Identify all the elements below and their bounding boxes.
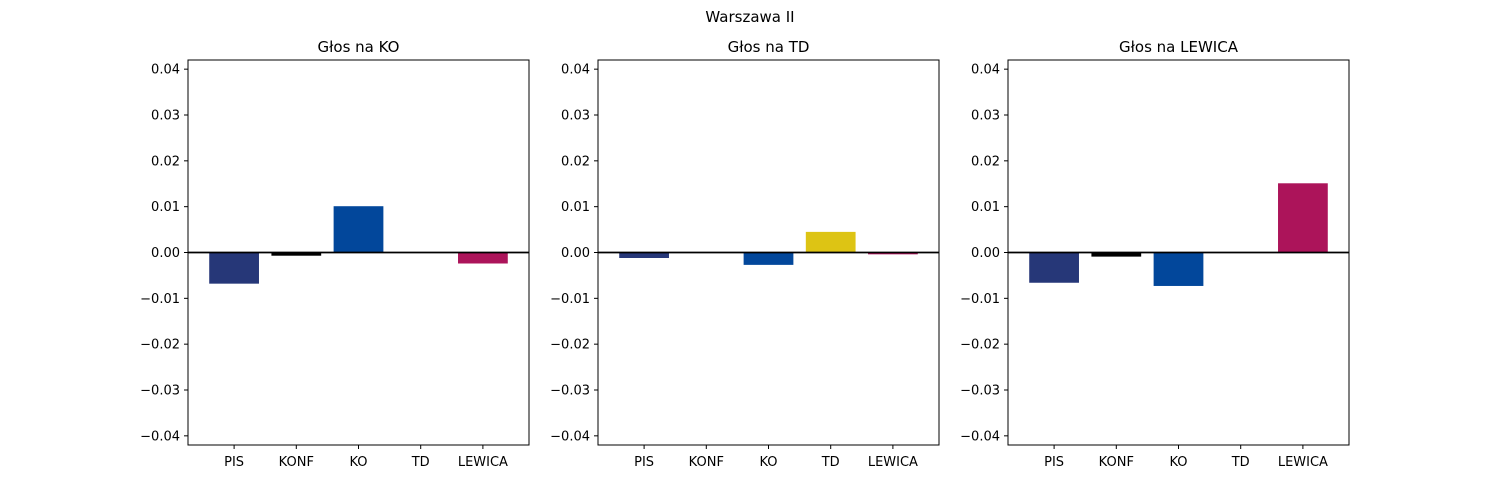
y-tick-label: 0.04 [151,63,180,78]
y-tick-label: −0.03 [140,384,180,399]
y-tick-label: 0.04 [561,63,590,78]
y-tick-label: −0.04 [960,429,1000,444]
x-tick-label: KONF [279,455,314,470]
plot-frame [187,59,530,446]
bar-ko [743,252,794,265]
plot-frame [1007,59,1350,446]
x-tick-label: TD [821,455,840,470]
y-tick-label: 0.03 [151,109,180,124]
x-tick-label: PIS [634,455,654,470]
x-tick-label: LEWICA [458,455,508,470]
bar-konf [1091,252,1142,257]
y-tick-label: 0.00 [151,246,180,261]
y-tick-label: −0.03 [960,384,1000,399]
bar-td [805,231,856,253]
y-tick-label: 0.02 [151,154,180,169]
bar-pis [1029,252,1079,283]
y-tick-label: −0.01 [960,292,1000,307]
x-tick-label: KONF [689,455,724,470]
y-tick-label: 0.02 [561,154,590,169]
y-tick-label: −0.01 [140,292,180,307]
y-tick-label: 0.03 [971,109,1000,124]
figure-suptitle: Warszawa II [705,8,794,26]
y-tick-label: 0.01 [561,200,590,215]
plot-frame [597,59,940,446]
bar-ko [1153,252,1204,286]
y-tick-label: 0.03 [561,109,590,124]
x-tick-label: KONF [1099,455,1134,470]
y-tick-label: −0.04 [550,429,590,444]
x-tick-label: TD [411,455,430,470]
bar-konf [271,252,322,256]
y-tick-label: 0.01 [971,200,1000,215]
y-tick-label: 0.00 [561,246,590,261]
subplot-2: Głos na TD −0.04 −0.03 −0.02 −0.01 0.00 0.01 0.… [550,38,940,470]
y-tick-label: 0.04 [971,63,1000,78]
x-tick-label: PIS [224,455,244,470]
bar-ko [333,206,384,253]
y-tick-label: −0.01 [550,292,590,307]
subplot-1: Głos na KO −0.04 −0.03 −0.02 −0.01 0.00 0.01 0.… [140,38,530,470]
y-tick-label: −0.02 [960,338,1000,353]
subplot-3: Głos na LEWICA −0.04 −0.03 −0.02 −0.01 0.00 0.… [960,38,1350,470]
bar-pis [209,252,259,284]
x-tick-label: LEWICA [868,455,918,470]
y-tick-label: 0.01 [151,200,180,215]
bar-lewica [1278,183,1328,253]
x-tick-label: PIS [1044,455,1064,470]
subplot-title: Głos na TD [728,38,810,56]
y-tick-label: 0.00 [971,246,1000,261]
subplot-title: Głos na KO [318,38,400,56]
bar-lewica [458,252,508,264]
x-tick-label: LEWICA [1278,455,1328,470]
x-tick-label: KO [349,455,367,470]
bar-pis [619,252,669,258]
x-tick-label: KO [759,455,777,470]
y-tick-label: 0.02 [971,154,1000,169]
y-tick-label: −0.02 [140,338,180,353]
subplot-title: Głos na LEWICA [1119,38,1239,56]
bar-lewica [868,252,918,255]
subplots: Głos na KO −0.04 −0.03 −0.02 −0.01 0.00 0.01 0.… [140,38,1350,470]
y-tick-label: −0.03 [550,384,590,399]
y-tick-label: −0.02 [550,338,590,353]
x-tick-label: KO [1169,455,1187,470]
y-tick-label: −0.04 [140,429,180,444]
x-tick-label: TD [1231,455,1250,470]
